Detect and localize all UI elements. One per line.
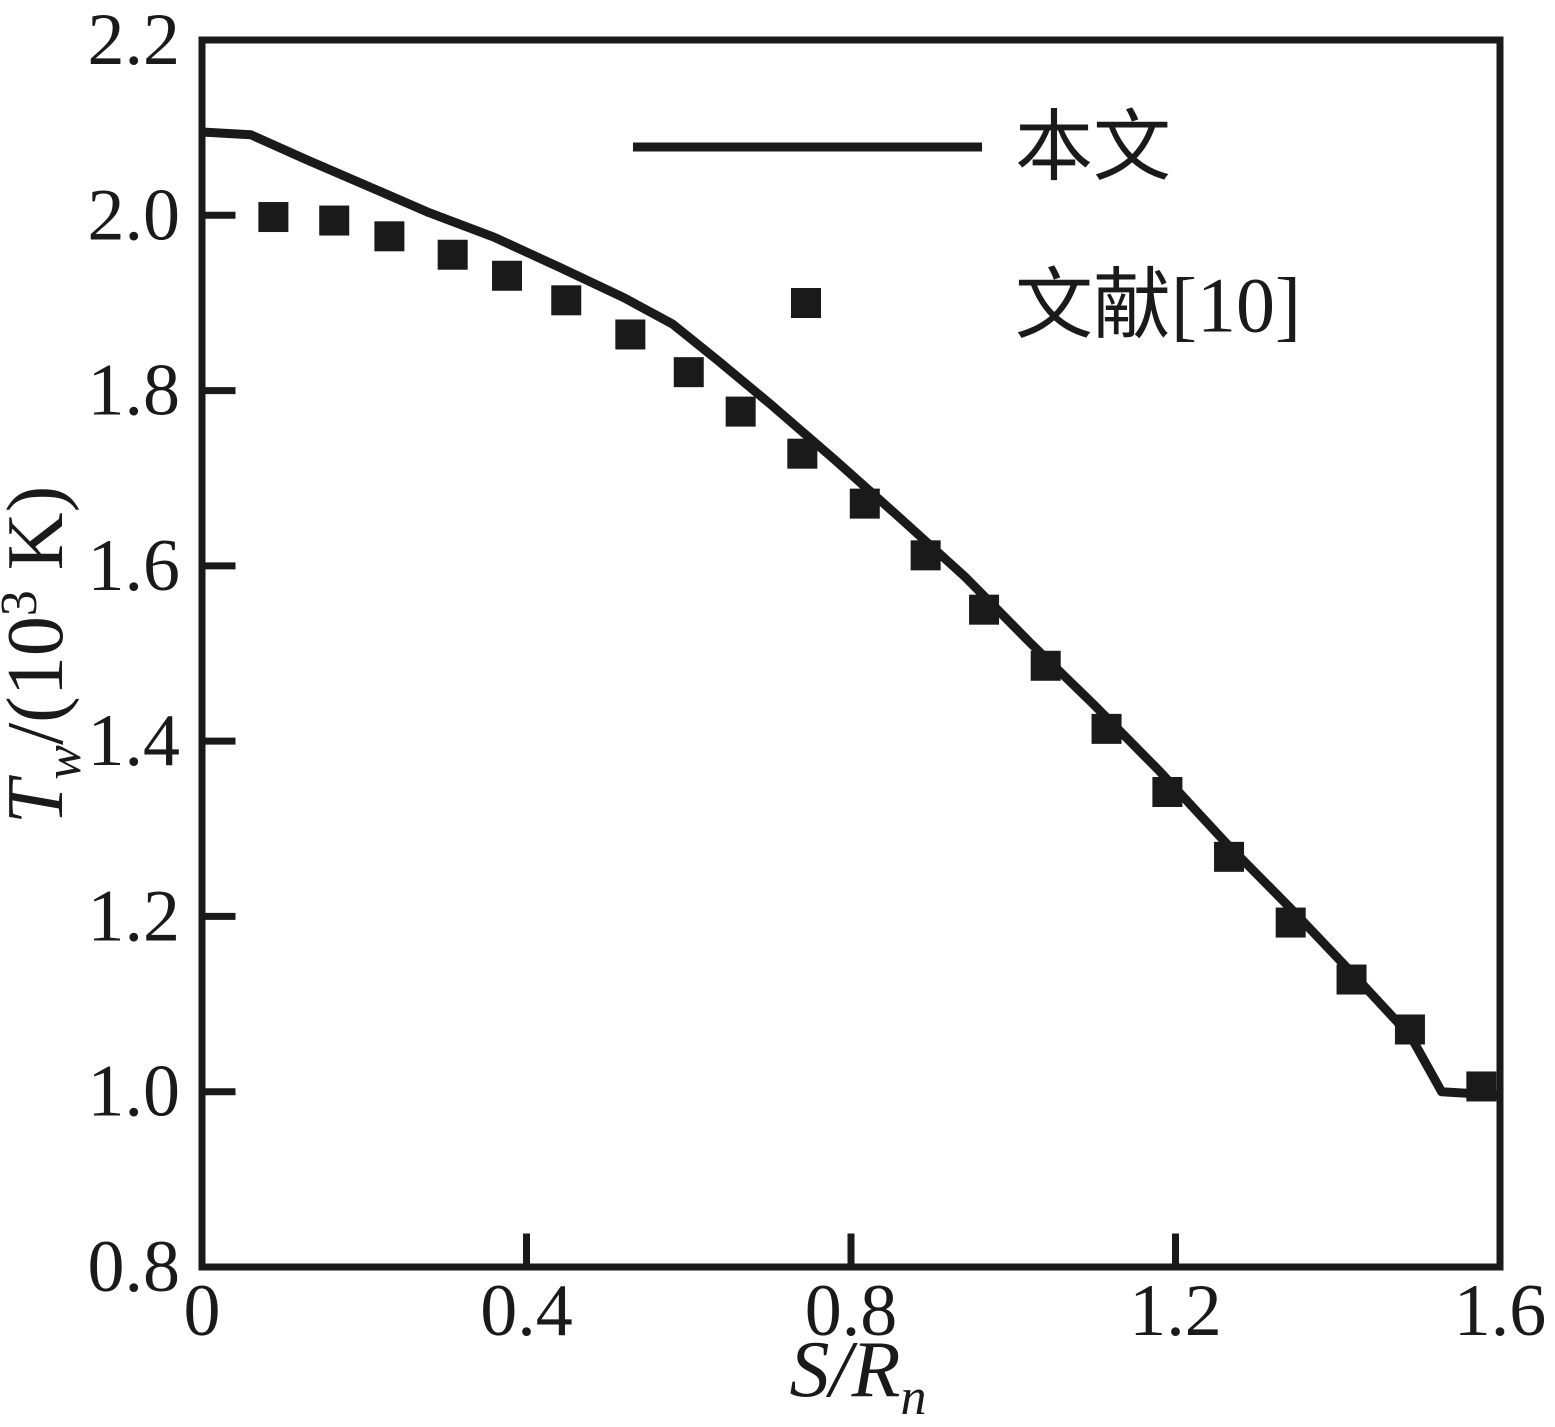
x-tick-label: 1.2 — [1129, 1270, 1222, 1352]
scatter-point-wenxian10 — [615, 319, 646, 350]
scatter-point-wenxian10 — [787, 438, 818, 469]
axis-label-part: /(10 — [0, 616, 80, 745]
x-tick-label: 0 — [184, 1270, 221, 1352]
scatter-point-wenxian10 — [551, 285, 582, 316]
scatter-point-wenxian10 — [1214, 841, 1245, 872]
scatter-point-wenxian10 — [437, 239, 468, 270]
plot-frame — [198, 36, 1504, 1271]
axis-label-part: 3 — [0, 590, 48, 616]
scatter-point-wenxian10 — [969, 594, 1000, 625]
y-tick-label: 0.8 — [88, 1226, 181, 1308]
scatter-point-wenxian10 — [1336, 964, 1367, 995]
scatter-point-wenxian10 — [258, 202, 289, 233]
x-tick-label: 0.8 — [805, 1270, 898, 1352]
scatter-point-wenxian10 — [1275, 907, 1306, 938]
y-tick-label: 1.8 — [88, 350, 181, 432]
axis-label-part: S/R — [789, 1326, 900, 1414]
y-tick-label: 1.6 — [88, 525, 181, 607]
scatter-point-wenxian10 — [1394, 1014, 1425, 1045]
y-tick-label: 2.2 — [88, 0, 181, 81]
scatter-point-wenxian10 — [492, 260, 523, 291]
axis-label-part: n — [901, 1369, 927, 1422]
scatter-point-wenxian10 — [319, 205, 350, 236]
y-tick-label: 2.0 — [88, 174, 181, 256]
scatter-point-wenxian10 — [1091, 713, 1122, 744]
x-axis-label: S/Rn — [789, 1326, 926, 1422]
scatter-point-wenxian10 — [849, 488, 880, 519]
scatter-point-wenxian10 — [910, 540, 941, 571]
scatter-point-wenxian10 — [374, 221, 405, 252]
y-tick-label: 1.2 — [88, 875, 181, 957]
axis-label-part: K) — [0, 486, 80, 590]
scatter-point-wenxian10 — [1466, 1071, 1497, 1102]
x-tick-label: 0.4 — [480, 1270, 573, 1352]
axis-label-part: w — [35, 745, 92, 780]
legend-square-sample — [791, 288, 821, 318]
y-tick-label: 1.0 — [88, 1051, 181, 1133]
legend-label-line-series: 本文 — [1015, 104, 1171, 191]
x-tick-label: 1.6 — [1454, 1270, 1547, 1352]
y-tick-label: 1.4 — [88, 700, 181, 782]
series-line-benwen — [201, 127, 1501, 1100]
scatter-point-wenxian10 — [725, 396, 756, 427]
axis-label-part: T — [0, 774, 80, 824]
scatter-point-wenxian10 — [673, 357, 704, 388]
scatter-point-wenxian10 — [1152, 776, 1183, 807]
legend-label-scatter-series: 文献[10] — [1015, 262, 1301, 349]
scatter-point-wenxian10 — [1030, 650, 1061, 681]
y-axis-label: Tw/(103 K) — [0, 486, 92, 824]
